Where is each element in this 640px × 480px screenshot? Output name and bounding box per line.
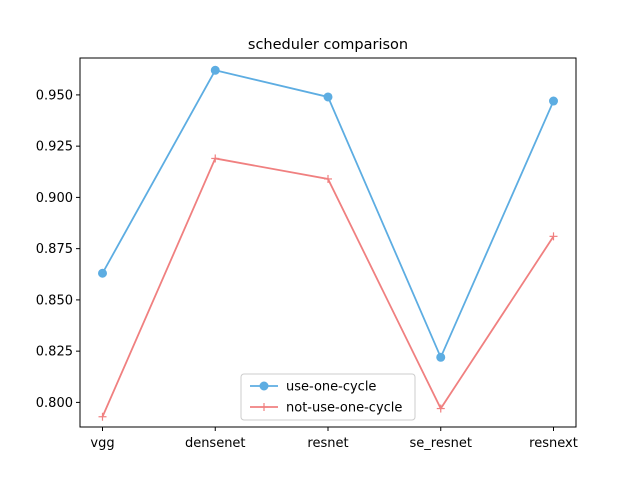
data-point bbox=[436, 404, 445, 413]
data-point bbox=[259, 381, 269, 391]
legend-box bbox=[240, 373, 416, 421]
y-tick-label: 0.950 bbox=[36, 88, 73, 103]
y-tick-label: 0.925 bbox=[36, 140, 73, 155]
x-tick-label: resnext bbox=[529, 436, 578, 451]
data-point bbox=[549, 232, 558, 241]
y-tick-label: 0.825 bbox=[36, 345, 73, 360]
y-tick-label: 0.850 bbox=[36, 293, 73, 308]
data-point bbox=[260, 403, 268, 411]
x-tick-label: resnet bbox=[307, 436, 348, 451]
legend: use-one-cycle not-use-one-cycle bbox=[240, 373, 416, 421]
chart-title: scheduler comparison bbox=[248, 37, 408, 53]
y-axis: 0.800 0.825 0.850 0.875 0.900 0.925 0.950 bbox=[36, 88, 80, 411]
x-tick-label: se_resnet bbox=[410, 436, 472, 451]
data-point bbox=[210, 65, 220, 75]
data-point bbox=[436, 352, 446, 362]
data-point bbox=[98, 412, 107, 421]
data-point bbox=[549, 96, 558, 106]
x-tick-label: vgg bbox=[90, 436, 114, 451]
series-use-one-cycle bbox=[98, 65, 558, 362]
data-point bbox=[324, 174, 332, 183]
data-point bbox=[211, 154, 220, 163]
x-axis: vgg densenet resnet se_resnet resnext bbox=[90, 427, 578, 451]
series-layer bbox=[98, 65, 558, 421]
data-point bbox=[323, 92, 333, 102]
legend-label: use-one-cycle bbox=[286, 380, 376, 395]
series-not-use-one-cycle bbox=[98, 154, 558, 421]
x-tick-label: densenet bbox=[185, 436, 246, 451]
y-tick-label: 0.875 bbox=[36, 242, 73, 257]
legend-label: not-use-one-cycle bbox=[286, 401, 402, 416]
y-tick-label: 0.800 bbox=[36, 396, 73, 411]
data-point bbox=[98, 268, 107, 278]
y-tick-label: 0.900 bbox=[36, 191, 73, 206]
